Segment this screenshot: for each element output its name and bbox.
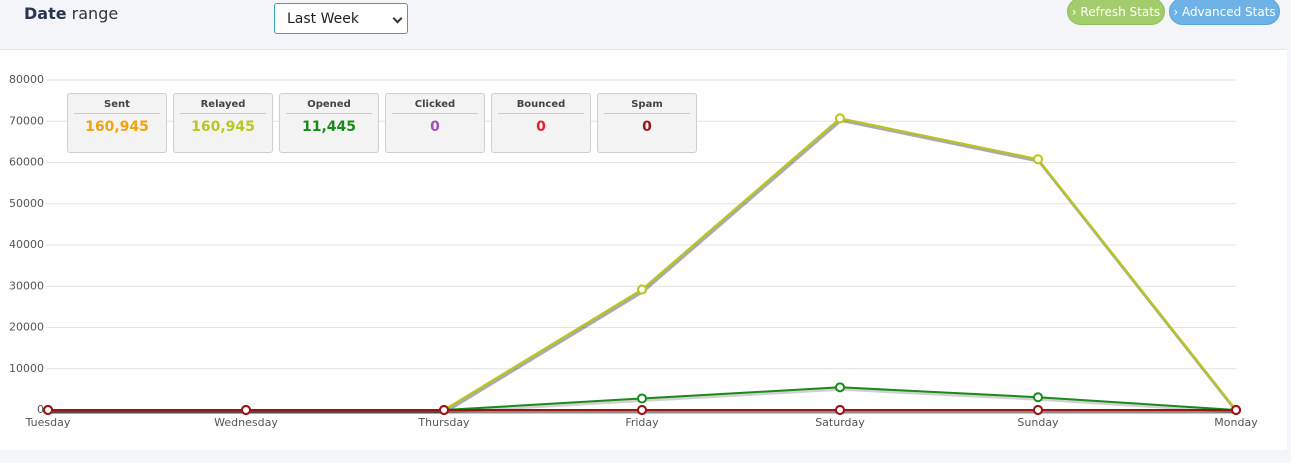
stat-card: Sent 160,945 [67,93,167,153]
point [1033,405,1043,415]
stat-label: Spam [604,99,690,114]
y-tick-label: 70000 [9,114,44,127]
point [43,405,53,415]
point [835,382,845,393]
stat-label: Opened [286,99,372,114]
stat-label: Bounced [498,99,584,114]
y-tick-label: 20000 [9,321,44,334]
point [1033,392,1043,403]
x-tick-label: Friday [625,416,659,429]
x-tick-label: Monday [1214,416,1258,429]
point [835,113,845,124]
y-tick-label: 10000 [9,362,44,375]
point [637,405,647,415]
stat-card: Clicked 0 [385,93,485,153]
point [1033,154,1043,165]
stat-card: Opened 11,445 [279,93,379,153]
point [835,405,845,415]
x-tick-label: Thursday [417,416,470,429]
point [241,405,251,415]
point [637,393,647,404]
point [1231,405,1241,415]
advanced-button[interactable]: › Advanced Stats [1169,0,1280,25]
stat-value: 11,445 [301,119,357,135]
point [637,284,647,295]
y-tick-label: 50000 [9,197,44,210]
x-tick-label: Sunday [1017,416,1059,429]
label-bold: Date [24,4,67,23]
y-tick-label: 80000 [9,73,44,86]
x-tick-label: Saturday [815,416,865,429]
stat-value: 0 [536,119,546,135]
stat-value: 160,945 [191,119,255,135]
y-tick-label: 30000 [9,279,44,292]
refresh-button[interactable]: › Refresh Stats [1067,0,1165,25]
stat-card: Spam 0 [597,93,697,153]
stat-label: Sent [74,99,160,114]
stat-card: Bounced 0 [491,93,591,153]
stat-value: 160,945 [85,119,149,135]
y-tick-label: 0 [37,403,44,416]
stat-label: Clicked [392,99,478,114]
stat-value: 0 [642,119,652,135]
range-select[interactable]: Last Week [274,3,408,34]
stat-label: Relayed [180,99,266,114]
stat-card: Relayed 160,945 [173,93,273,153]
y-tick-label: 60000 [9,156,44,169]
date-range-label: Date range [24,4,118,23]
stat-value: 0 [430,119,440,135]
y-tick-label: 40000 [9,238,44,251]
x-tick-label: Wednesday [214,416,278,429]
label-rest: range [71,4,119,23]
point [439,405,449,415]
x-tick-label: Tuesday [25,416,71,429]
